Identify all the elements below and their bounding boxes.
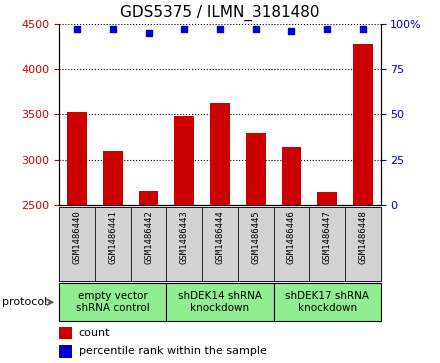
Text: shDEK17 shRNA
knockdown: shDEK17 shRNA knockdown [285, 291, 369, 313]
Text: shDEK14 shRNA
knockdown: shDEK14 shRNA knockdown [178, 291, 262, 313]
Bar [103, 151, 123, 363]
Text: GSM1486448: GSM1486448 [358, 210, 367, 264]
Text: GSM1486442: GSM1486442 [144, 210, 153, 264]
Text: GSM1486440: GSM1486440 [73, 210, 82, 264]
Text: count: count [79, 328, 110, 338]
Bar [274, 283, 381, 321]
Bar [309, 207, 345, 281]
Point [181, 26, 188, 32]
Bar [166, 283, 274, 321]
Bar [246, 133, 265, 363]
Text: empty vector
shRNA control: empty vector shRNA control [76, 291, 150, 313]
Text: protocol: protocol [2, 297, 48, 307]
Point [252, 26, 259, 32]
Title: GDS5375 / ILMN_3181480: GDS5375 / ILMN_3181480 [120, 5, 320, 21]
Point [359, 26, 366, 32]
Bar [202, 207, 238, 281]
Bar [282, 147, 301, 363]
Point [110, 26, 117, 32]
Point [145, 30, 152, 36]
Bar [210, 102, 230, 363]
Bar [59, 345, 72, 358]
Bar [345, 207, 381, 281]
Bar [317, 192, 337, 363]
Bar [166, 207, 202, 281]
Point [74, 26, 81, 32]
Point [288, 28, 295, 34]
Bar [274, 207, 309, 281]
Point [216, 26, 224, 32]
Bar [131, 207, 166, 281]
Text: GSM1486447: GSM1486447 [323, 210, 332, 264]
Bar [175, 116, 194, 363]
Text: GSM1486441: GSM1486441 [108, 210, 117, 264]
Text: GSM1486446: GSM1486446 [287, 210, 296, 264]
Bar [59, 327, 72, 339]
Point [323, 26, 330, 32]
Bar [67, 112, 87, 363]
Bar [95, 207, 131, 281]
Bar [59, 207, 95, 281]
Text: GSM1486445: GSM1486445 [251, 210, 260, 264]
Bar [238, 207, 274, 281]
Text: GSM1486443: GSM1486443 [180, 210, 189, 264]
Bar [59, 283, 166, 321]
Bar [139, 191, 158, 363]
Text: percentile rank within the sample: percentile rank within the sample [79, 346, 267, 356]
Bar [353, 44, 373, 363]
Text: GSM1486444: GSM1486444 [216, 210, 224, 264]
